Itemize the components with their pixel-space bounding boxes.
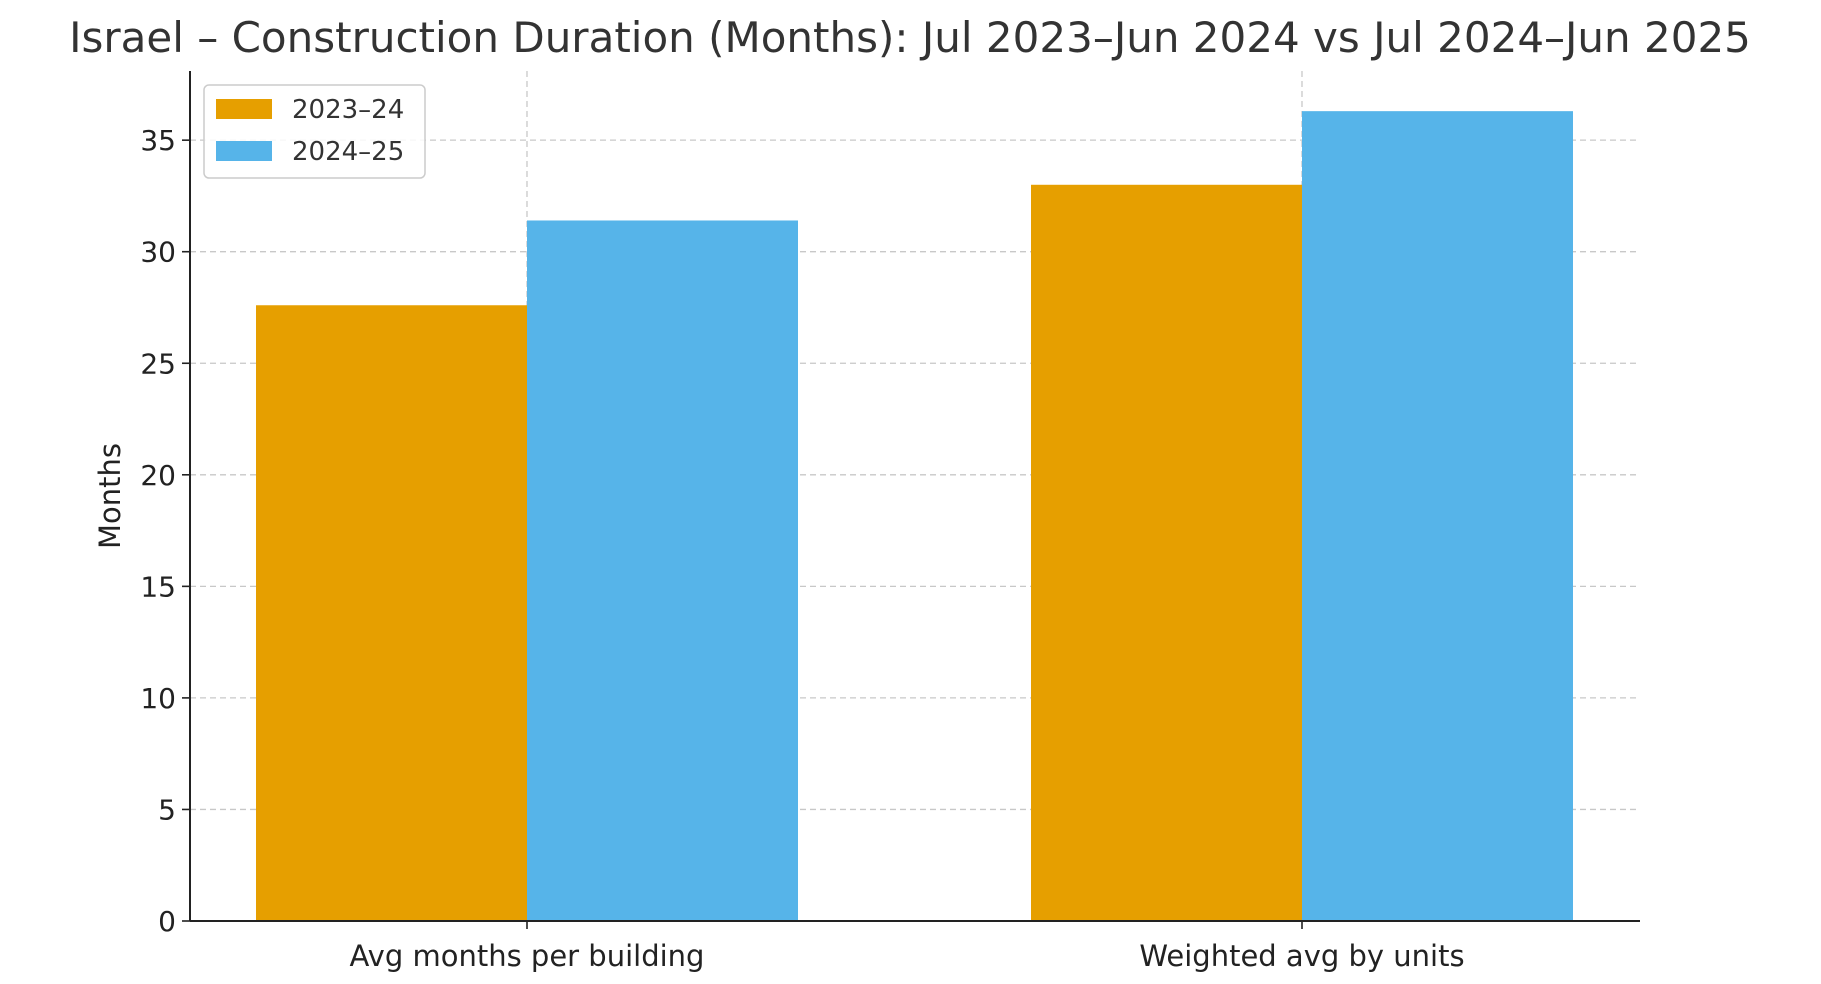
legend-swatch — [216, 99, 272, 119]
legend-entry-label: 2023–24 — [292, 95, 404, 125]
tick-labels: 0 5 10 15 20 25 30 35 Avg months per building Wei… — [140, 124, 1464, 973]
legend: 2023–24 2024–25 — [203, 84, 426, 179]
y-tick-label: 15 — [140, 570, 176, 603]
x-tick-label: Weighted avg by units — [1139, 939, 1464, 973]
chart-title: Israel – Construction Duration (Months):… — [69, 13, 1751, 62]
y-tick-label: 5 — [158, 793, 176, 826]
bar-series-1-2 — [1031, 184, 1302, 921]
y-tick-label: 35 — [140, 124, 176, 157]
y-tick-label: 25 — [140, 347, 176, 380]
legend-swatch — [216, 141, 272, 161]
y-axis-label: Months — [93, 443, 127, 549]
x-tick-label: Avg months per building — [350, 939, 705, 973]
bar-series-1-1 — [256, 305, 527, 922]
y-tick-label: 20 — [140, 459, 176, 492]
y-tick-label: 10 — [140, 682, 176, 715]
y-tick-label: 0 — [158, 905, 176, 938]
bar-series-2-1 — [527, 220, 798, 921]
legend-entry-label: 2024–25 — [292, 137, 404, 167]
bar-series-2-2 — [1302, 111, 1573, 922]
y-tick-label: 30 — [140, 236, 176, 269]
bars — [256, 111, 1573, 922]
axes — [182, 71, 1640, 929]
